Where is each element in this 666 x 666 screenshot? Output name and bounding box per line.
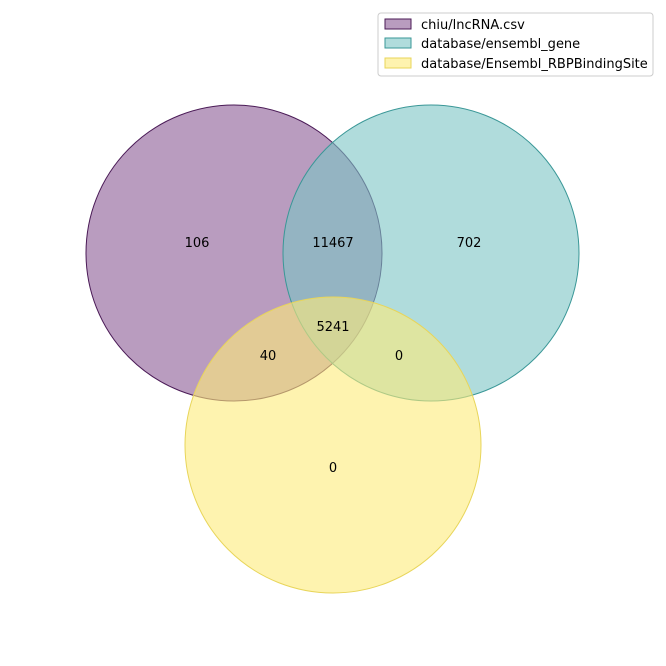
region-only-c: 0 [329,461,337,476]
legend-label-c: database/Ensembl_RBPBindingSite [421,57,648,72]
legend-swatch-a [384,18,412,30]
region-only-a: 106 [185,236,210,251]
region-a-and-c: 40 [260,349,277,364]
region-a-and-b: 11467 [312,236,353,251]
legend-swatch-c [384,57,412,69]
region-a-and-b-and-c: 5241 [316,320,349,335]
legend: chiu/lncRNA.csv database/ensembl_gene da… [377,12,654,77]
set-c-circle [184,296,482,594]
legend-swatch-b [384,37,412,49]
region-only-b: 702 [457,236,482,251]
region-b-and-c: 0 [395,349,403,364]
legend-frame [377,12,654,77]
legend-label-b: database/ensembl_gene [421,37,580,52]
legend-label-a: chiu/lncRNA.csv [421,18,525,33]
